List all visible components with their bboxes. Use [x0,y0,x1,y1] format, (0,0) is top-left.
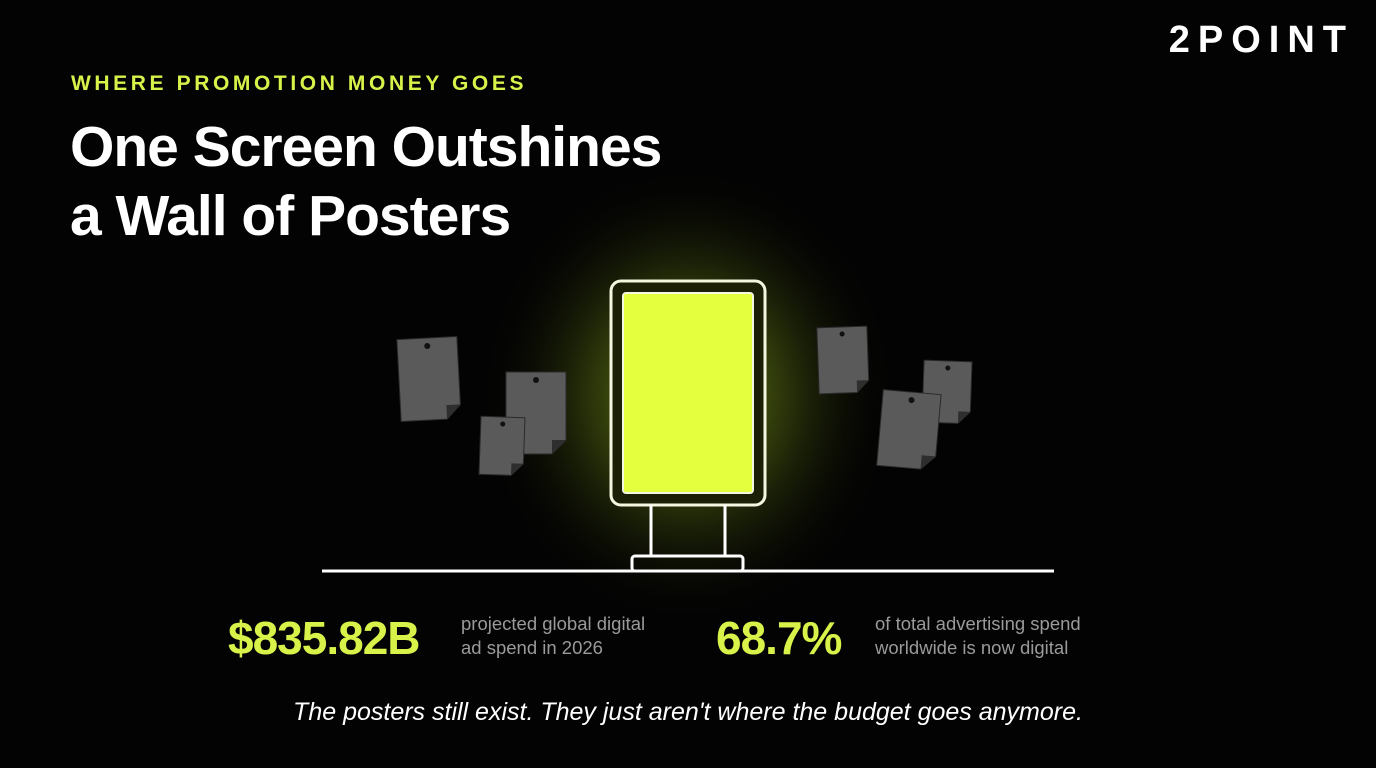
poster [816,325,870,395]
title-line: a Wall of Posters [70,184,510,248]
poster [396,335,461,423]
brand-logo: 2POINT [1169,19,1354,61]
eyebrow: WHERE PROMOTION MONEY GOES [71,72,527,95]
poster [478,415,526,476]
poster [876,389,942,470]
title-line: One Screen Outshines [70,115,661,179]
caption: The posters still exist. They just aren'… [293,698,1083,726]
stat-description: worldwide is now digital [874,637,1068,658]
stat-value: 68.7% [716,612,842,664]
stat-description: ad spend in 2026 [461,637,603,658]
stat-value: $835.82B [228,612,420,664]
stat-description: projected global digital [461,613,645,634]
digital-screen [609,279,767,573]
stat-description: of total advertising spend [875,613,1081,634]
